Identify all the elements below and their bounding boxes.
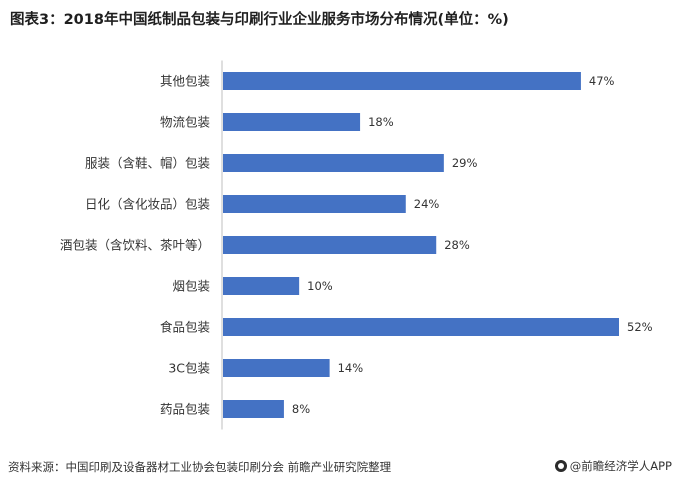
category-label: 酒包装（含饮料、茶叶等） [60,238,210,253]
brand-logo-icon [554,460,567,472]
brand-text: @前瞻经济学人APP [569,459,672,473]
bar [223,236,437,254]
value-label: 10% [307,279,333,293]
bar [223,72,581,90]
bar [223,113,361,131]
value-label: 8% [292,402,310,416]
category-label: 物流包装 [160,115,210,130]
category-label: 药品包装 [160,402,210,417]
bar [223,277,300,295]
category-label: 其他包装 [160,74,210,89]
bar-chart: 其他包装 47% 物流包装 18% 服装（含鞋、帽）包装 29% 日化（含化妆品）包装 24%… [60,60,653,430]
value-label: 47% [589,74,615,88]
value-label: 14% [338,361,364,375]
value-label: 52% [627,320,653,334]
chart-title: 图表3：2018年中国纸制品包装与印刷行业企业服务市场分布情况(单位：%) [10,12,509,28]
category-label: 3C包装 [168,361,210,376]
category-label: 日化（含化妆品）包装 [85,197,210,212]
value-label: 28% [444,238,470,252]
bar [223,154,444,172]
brand-credit: @前瞻经济学人APP [554,458,672,474]
category-label: 烟包装 [172,279,210,294]
category-label: 服装（含鞋、帽）包装 [85,156,210,171]
value-label: 29% [452,156,478,170]
value-label: 24% [414,197,440,211]
bar [223,318,619,336]
value-label: 18% [368,115,394,129]
bar [223,400,284,418]
source-note: 资料来源：中国印刷及设备器材工业协会包装印刷分会 前瞻产业研究院整理 [8,460,392,474]
bar [223,195,406,213]
bar [223,359,330,377]
category-label: 食品包装 [160,320,210,335]
